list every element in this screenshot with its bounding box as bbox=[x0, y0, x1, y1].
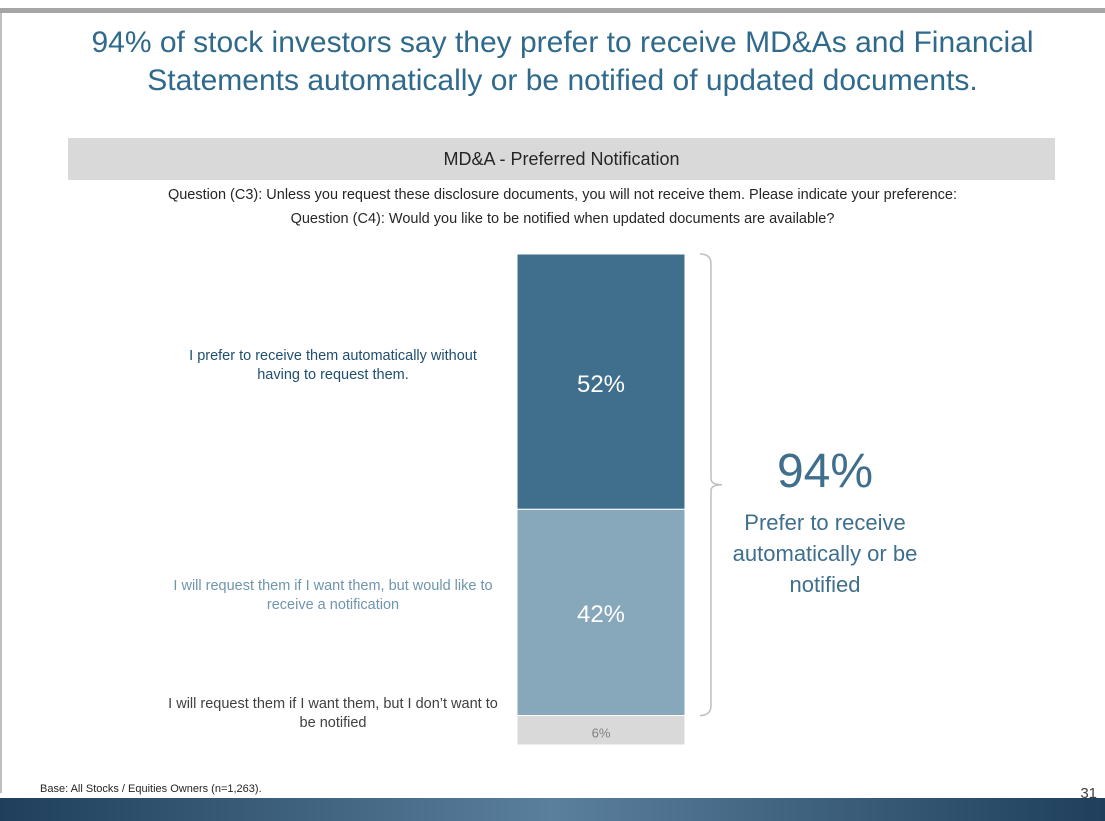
bar-segment bbox=[516, 508, 686, 717]
bar-segment bbox=[516, 715, 686, 746]
value-label: 6% bbox=[591, 725, 611, 741]
bracket bbox=[699, 253, 723, 717]
bracket-value: 94% bbox=[776, 445, 874, 498]
question: Question (C4): Would you like to be noti… bbox=[290, 211, 835, 227]
segment-label: I will request them if I want them, but … bbox=[173, 578, 493, 614]
question: Question (C3): Unless you request these … bbox=[167, 187, 958, 203]
value-label: 42% bbox=[576, 601, 626, 629]
segment-label: I will request them if I want them, but … bbox=[168, 696, 498, 732]
value-label: 52% bbox=[576, 370, 626, 398]
bottom-band bbox=[0, 798, 1105, 821]
segment-label: I prefer to receive them automatically w… bbox=[189, 347, 477, 383]
bar-segment bbox=[516, 253, 686, 510]
chart-subtitle: MD&A - Preferred Notification bbox=[68, 138, 1055, 180]
top-rule bbox=[0, 8, 1105, 13]
page-number: 31 bbox=[1080, 785, 1097, 802]
left-rule bbox=[0, 13, 2, 793]
slide-title: 94% of stock investors say they prefer t… bbox=[91, 26, 1034, 97]
footnote: Base: All Stocks / Equities Owners (n=1,… bbox=[40, 783, 262, 795]
bracket-text: Prefer to receive automatically or be no… bbox=[732, 510, 918, 597]
